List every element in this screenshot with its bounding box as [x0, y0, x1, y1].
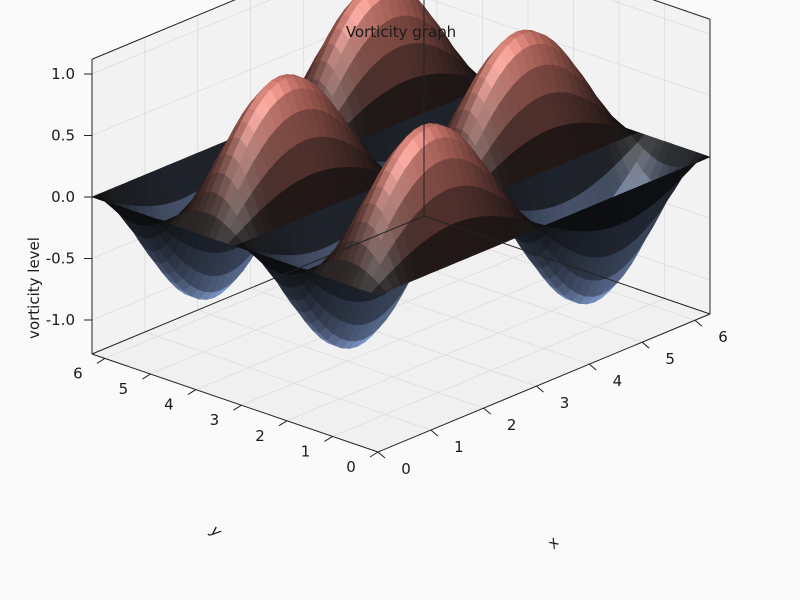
x-tick — [430, 429, 439, 437]
y-tick — [96, 357, 106, 364]
grid-line-z — [91, 0, 711, 136]
chart-title: Vorticity graph — [346, 23, 456, 41]
frame-edge — [377, 313, 711, 453]
z-tick-label: 0.5 — [51, 127, 75, 145]
y-tick-label: 1 — [301, 442, 311, 460]
x-tick — [694, 319, 703, 327]
y-tick-label: 2 — [255, 427, 265, 445]
y-tick-label: 3 — [210, 411, 220, 429]
x-tick — [641, 341, 650, 349]
x-tick — [536, 385, 544, 393]
surface-plot — [91, 0, 711, 350]
x-tick-label: 0 — [401, 460, 411, 478]
x-tick-label: 6 — [718, 328, 728, 346]
y-tick — [278, 420, 288, 427]
z-tick-label: -1.0 — [46, 311, 75, 329]
x-tick-label: 3 — [560, 394, 570, 412]
z-tick-label: 0.0 — [51, 188, 75, 206]
axis-frame — [91, 0, 711, 453]
x-tick-label: 1 — [454, 438, 464, 456]
grid-line-y — [286, 282, 620, 422]
grid-line-y — [241, 266, 574, 406]
axis-ticks: 0 1 2 3 4 5 6 0 1 2 3 4 5 6 -1.0 -0.5 0.0 0.5 1.0 — [46, 65, 728, 478]
z-tick-label: 1.0 — [51, 65, 75, 83]
frame-edge — [91, 0, 236, 60]
y-tick — [324, 435, 333, 442]
frame-edge — [652, 0, 711, 20]
y-tick — [187, 389, 197, 396]
y-tick-label: 0 — [346, 458, 356, 476]
z-axis-label: vorticity level — [25, 237, 43, 339]
x-tick — [483, 407, 492, 415]
x-tick-label: 2 — [507, 416, 517, 434]
y-tick-label: 4 — [164, 396, 174, 414]
grid-line-z — [91, 0, 711, 75]
grid-line-x — [197, 309, 484, 409]
y-tick — [142, 373, 151, 380]
y-tick — [369, 451, 379, 458]
grid-line-x — [144, 331, 431, 431]
z-tick-label: -0.5 — [46, 250, 75, 268]
grid-line-y — [332, 298, 665, 437]
frame-edge — [91, 215, 425, 355]
x-tick-label: 4 — [613, 372, 623, 390]
x-tick-label: 5 — [665, 350, 675, 368]
x-tick — [377, 451, 386, 459]
x-tick — [589, 363, 597, 371]
y-tick-label: 5 — [119, 380, 129, 398]
y-tick — [233, 404, 242, 411]
y-tick-label: 6 — [73, 364, 83, 382]
frame-edge — [91, 353, 379, 453]
frame-edge — [423, 215, 711, 315]
surface-patch — [370, 284, 387, 296]
